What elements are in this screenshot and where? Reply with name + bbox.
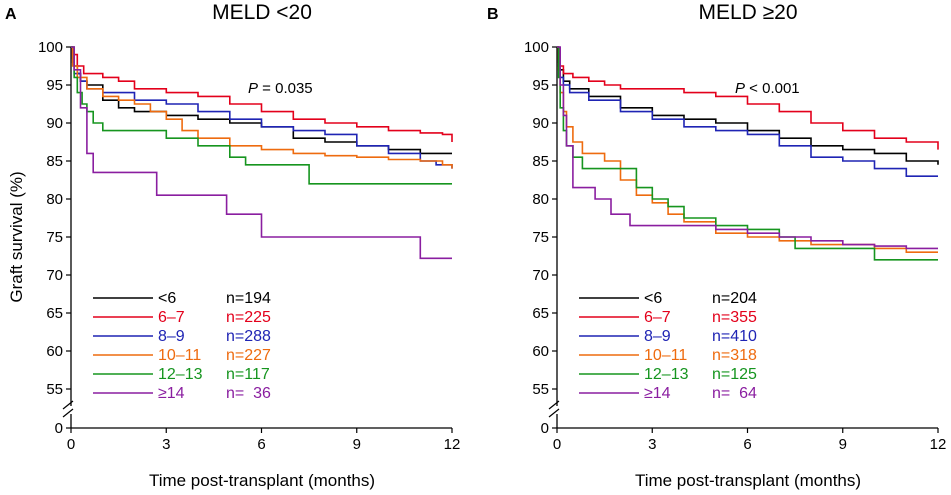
legend-label: 10–11 (644, 347, 687, 364)
panel-a-p-value: P = 0.035 (248, 80, 313, 97)
axis-break-mark (548, 400, 560, 410)
y-tick-label: 100 (38, 39, 63, 56)
panel-b-p-letter: P (735, 80, 745, 97)
y-tick-label: 80 (532, 191, 549, 208)
y-tick-label: 60 (532, 343, 549, 360)
legend-label: 12–13 (644, 366, 689, 383)
legend-n-value: n= 64 (712, 385, 757, 402)
x-tick-label: 0 (553, 436, 561, 453)
legend-n-value: n=410 (712, 328, 757, 345)
panel-b-axes: 0 55 60 65 70 75 80 85 90 95 100 0 3 6 9 12 (524, 39, 946, 453)
survival-curve-6 (71, 46, 452, 260)
panel-letter-a: A (5, 6, 17, 23)
panel-a: A MELD <20 P = 0.035 Graft survival (%) … (5, 1, 460, 490)
x-tick-label: 3 (648, 436, 656, 453)
legend-n-value: n=288 (226, 328, 271, 345)
x-tick-label: 12 (444, 436, 461, 453)
survival-curve-4 (71, 46, 453, 169)
panel-a-legend: <6 n=194 6–7 n=225 8–9 n=288 10–11 n=227 12–13 n=… (93, 290, 271, 402)
panel-a-curves (71, 46, 453, 260)
y-tick-label: 85 (532, 153, 549, 170)
legend-n-value: n=117 (226, 366, 270, 383)
panel-b-curves (557, 46, 939, 261)
panel-b-legend: <6 n=204 6–7 n=355 8–9 n=410 10–11 n=318 12–13 n=… (579, 290, 757, 402)
panel-b-x-axis-title: Time post-transplant (months) (635, 471, 861, 490)
y-tick-label: 95 (532, 77, 549, 94)
legend-label: 12–13 (158, 366, 203, 383)
survival-curve-6 (557, 46, 938, 250)
legend-n-value: n=227 (226, 347, 271, 364)
survival-curve-5 (71, 46, 452, 185)
y-tick-label: 75 (532, 229, 549, 246)
panel-b-title: MELD ≥20 (698, 1, 797, 24)
panel-b-p-number: < 0.001 (745, 80, 800, 97)
legend-label: 10–11 (158, 347, 201, 364)
legend-n-value: n=318 (712, 347, 757, 364)
x-tick-label: 6 (257, 436, 265, 453)
legend-label: <6 (644, 290, 662, 307)
x-tick-label: 12 (930, 436, 947, 453)
panel-a-x-axis-title: Time post-transplant (months) (149, 471, 375, 490)
legend-label: 6–7 (644, 309, 671, 326)
panel-a-axes: 0 55 60 65 70 75 80 85 90 95 100 0 3 6 9 12 (38, 39, 460, 453)
axis-break-mark (548, 408, 560, 418)
y-tick-label: 55 (532, 381, 549, 398)
panel-letter-b: B (487, 6, 499, 23)
panel-a-y-axis-title: Graft survival (%) (7, 171, 26, 302)
axis-break-mark (62, 408, 74, 418)
legend-label: 6–7 (158, 309, 185, 326)
y-tick-label: 70 (532, 267, 549, 284)
x-tick-label: 9 (353, 436, 361, 453)
y-tick-label: 85 (46, 153, 63, 170)
y-tick-label: 70 (46, 267, 63, 284)
y-tick-label: 90 (532, 115, 549, 132)
legend-label: ≥14 (158, 385, 185, 402)
y-tick-label: 75 (46, 229, 63, 246)
y-tick-label: 100 (524, 39, 549, 56)
legend-n-value: n=204 (712, 290, 757, 307)
y-tick-label: 60 (46, 343, 63, 360)
legend-label: 8–9 (644, 328, 671, 345)
survival-curve-2 (557, 46, 939, 150)
x-tick-label: 0 (67, 436, 75, 453)
legend-label: <6 (158, 290, 176, 307)
legend-n-value: n=125 (712, 366, 757, 383)
legend-label: 8–9 (158, 328, 185, 345)
panel-a-p-letter: P (248, 80, 258, 97)
legend-n-value: n=194 (226, 290, 271, 307)
y-tick-label: 55 (46, 381, 63, 398)
legend-n-value: n=225 (226, 309, 271, 326)
legend-n-value: n= 36 (226, 385, 271, 402)
x-tick-label: 6 (743, 436, 751, 453)
axis-break-mark (62, 400, 74, 410)
panel-b-p-value: P < 0.001 (735, 80, 800, 97)
legend-label: ≥14 (644, 385, 671, 402)
y-tick-label: 65 (532, 305, 549, 322)
y-tick-label: 90 (46, 115, 63, 132)
survival-curve-2 (71, 46, 453, 142)
panel-a-title: MELD <20 (212, 1, 312, 24)
panel-b: B MELD ≥20 P < 0.001 Time post-transplan… (487, 1, 946, 490)
survival-curve-1 (557, 46, 939, 165)
survival-curve-5 (557, 46, 938, 261)
y-tick-label: 95 (46, 77, 63, 94)
x-tick-label: 3 (162, 436, 170, 453)
panel-a-p-number: = 0.035 (258, 80, 313, 97)
legend-n-value: n=355 (712, 309, 757, 326)
survival-curve-4 (557, 46, 938, 253)
y-tick-label: 80 (46, 191, 63, 208)
y-tick-label: 65 (46, 305, 63, 322)
x-tick-label: 9 (839, 436, 847, 453)
y-tick-label: 0 (541, 420, 549, 437)
y-tick-label: 0 (55, 420, 63, 437)
survival-curve-3 (557, 46, 938, 177)
